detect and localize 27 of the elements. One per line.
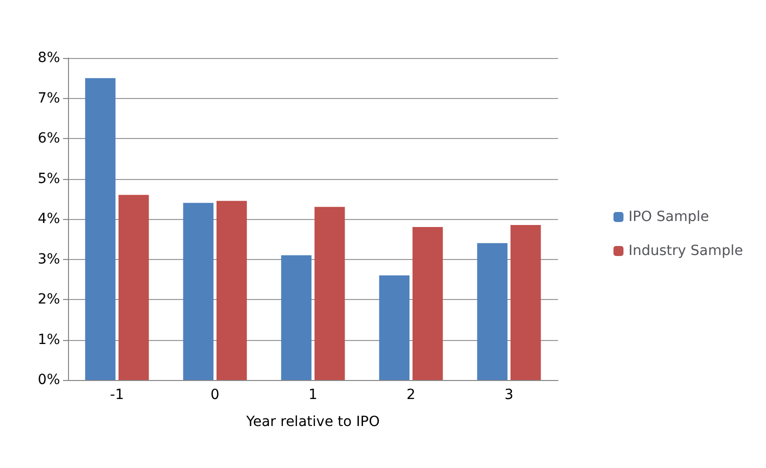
bar [85,78,116,380]
bar [314,206,345,380]
y-tick-label: 1% [38,332,60,348]
bar [510,225,541,380]
legend-label: Industry Sample [628,243,743,259]
bar [183,202,214,380]
bar [379,275,410,380]
legend-label: IPO Sample [628,209,710,225]
y-tick-label: 8% [38,50,60,66]
y-tick-label: 7% [38,90,60,106]
x-tick-label: 2 [406,387,416,403]
x-tick-label: 1 [308,387,318,403]
x-axis-title: Year relative to IPO [245,414,380,430]
x-tick-label: 3 [504,387,514,403]
y-tick-label: 5% [38,170,60,187]
y-tick-label: 3% [38,251,60,268]
y-tick-label: 2% [38,292,60,308]
x-tick-label: -1 [110,387,124,403]
bar [281,255,312,380]
bar [216,200,247,380]
y-tick-label: 4% [38,211,60,227]
bar [477,243,508,380]
bar [118,194,149,380]
bar [412,227,443,380]
x-tick-label: 0 [210,387,220,403]
y-tick-label: 0% [38,372,60,388]
y-tick-label: 6% [38,130,60,146]
